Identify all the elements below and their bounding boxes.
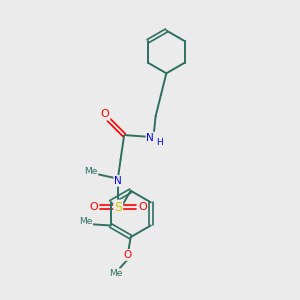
Text: N: N bbox=[146, 133, 154, 142]
Text: O: O bbox=[124, 250, 132, 260]
Text: S: S bbox=[114, 201, 122, 214]
Text: H: H bbox=[156, 138, 163, 147]
Text: O: O bbox=[89, 202, 98, 212]
Text: Me: Me bbox=[79, 218, 92, 226]
Text: Me: Me bbox=[109, 269, 122, 278]
Text: O: O bbox=[101, 109, 110, 119]
Text: Me: Me bbox=[84, 167, 98, 176]
Text: O: O bbox=[138, 202, 147, 212]
Text: N: N bbox=[114, 176, 122, 186]
